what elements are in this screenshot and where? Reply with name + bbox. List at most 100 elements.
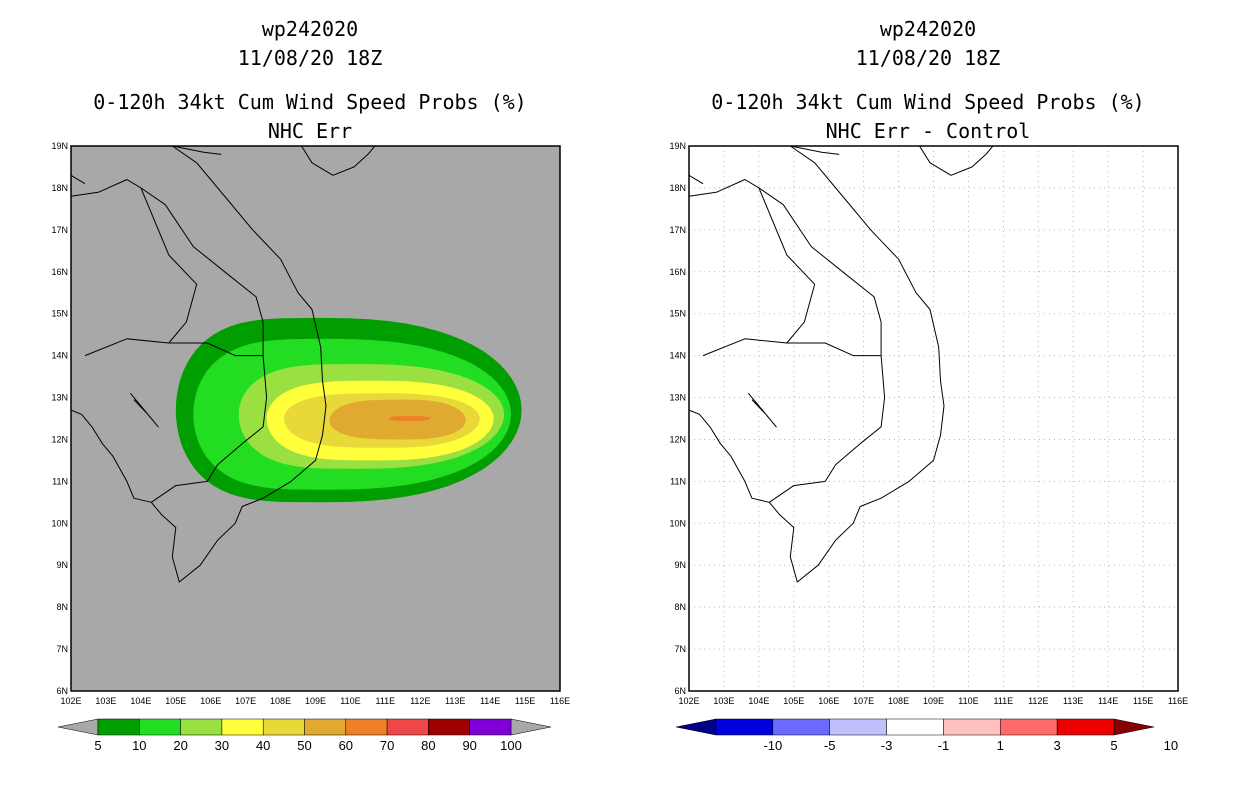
colorbar-label-1-4: 1 (997, 738, 1004, 753)
colorbar-label-1-6: 5 (1110, 738, 1117, 753)
x-tick-label-1-3: 105E (783, 696, 804, 706)
y-tick-label-1-8: 14N (669, 351, 686, 361)
x-tick-label-1-13: 115E (1133, 696, 1153, 706)
y-tick-label-1-12: 18N (669, 183, 686, 193)
x-tick-label-1-0: 102E (678, 696, 699, 706)
colorbar-label-1-7: 10 (1164, 738, 1178, 753)
colorbar-label-0-6: 60 (339, 738, 353, 753)
colorbar-under-triangle-1 (676, 719, 716, 735)
x-tick-label-1-7: 109E (923, 696, 944, 706)
x-tick-label-1-8: 110E (958, 696, 978, 706)
x-tick-label-1-14: 116E (1168, 696, 1188, 706)
x-tick-label-0-12: 114E (480, 696, 500, 706)
x-tick-label-0-7: 109E (305, 696, 326, 706)
colorbar-swatch-0-6 (346, 719, 387, 735)
x-tick-label-1-5: 107E (853, 696, 874, 706)
x-tick-label-0-3: 105E (165, 696, 186, 706)
colorbar-swatch-0-4 (263, 719, 304, 735)
y-tick-label-1-2: 8N (674, 602, 686, 612)
x-tick-label-0-10: 112E (410, 696, 430, 706)
prob-contour-60 (389, 416, 431, 421)
colorbar-swatch-1-2 (830, 719, 887, 735)
x-tick-label-0-14: 116E (550, 696, 570, 706)
y-tick-label-0-11: 17N (51, 225, 68, 235)
y-tick-label-1-0: 6N (674, 686, 686, 696)
y-tick-label-1-6: 12N (669, 434, 686, 444)
colorbar-swatch-0-1 (139, 719, 180, 735)
colorbar-swatch-0-3 (222, 719, 263, 735)
y-tick-label-0-4: 10N (51, 518, 68, 528)
colorbar-label-0-9: 90 (462, 738, 476, 753)
colorbar-under-triangle-0 (58, 719, 98, 735)
x-tick-label-0-6: 108E (270, 696, 291, 706)
colorbar-label-0-1: 10 (132, 738, 146, 753)
y-tick-label-0-9: 15N (51, 309, 68, 319)
x-tick-label-0-4: 106E (200, 696, 221, 706)
colorbar-label-0-5: 50 (297, 738, 311, 753)
colorbar-label-1-0: -10 (763, 738, 782, 753)
x-tick-label-1-6: 108E (888, 696, 909, 706)
colorbar-over-triangle-1 (1114, 719, 1154, 735)
x-tick-label-0-11: 113E (445, 696, 465, 706)
x-tick-label-1-9: 111E (994, 696, 1014, 706)
x-tick-label-0-5: 107E (235, 696, 256, 706)
colorbar-label-1-2: -3 (881, 738, 893, 753)
x-tick-label-0-1: 103E (95, 696, 116, 706)
y-tick-label-1-3: 9N (674, 560, 686, 570)
map-background-1 (689, 146, 1178, 691)
y-tick-label-1-11: 17N (669, 225, 686, 235)
y-tick-label-0-1: 7N (56, 644, 68, 654)
colorbar-label-1-3: -1 (938, 738, 950, 753)
x-tick-label-0-0: 102E (60, 696, 81, 706)
colorbar-swatch-0-9 (470, 719, 511, 735)
y-tick-label-1-5: 11N (670, 476, 686, 486)
colorbar-label-0-8: 80 (421, 738, 435, 753)
x-tick-label-0-2: 104E (130, 696, 151, 706)
colorbar-swatch-1-1 (773, 719, 830, 735)
x-tick-label-1-11: 113E (1063, 696, 1083, 706)
colorbar-swatch-0-5 (305, 719, 346, 735)
y-tick-label-0-6: 12N (51, 434, 68, 444)
colorbar-swatch-0-2 (181, 719, 222, 735)
y-tick-label-0-8: 14N (51, 351, 68, 361)
colorbar-swatch-1-0 (716, 719, 773, 735)
colorbar-swatch-0-7 (387, 719, 428, 735)
colorbar-swatch-0-0 (98, 719, 139, 735)
y-tick-label-1-1: 7N (674, 644, 686, 654)
x-tick-label-0-13: 115E (515, 696, 535, 706)
colorbar-swatch-0-8 (428, 719, 469, 735)
colorbar-label-0-7: 70 (380, 738, 394, 753)
x-tick-label-0-8: 110E (340, 696, 360, 706)
x-tick-label-1-12: 114E (1098, 696, 1118, 706)
x-tick-label-1-1: 103E (713, 696, 734, 706)
y-tick-label-0-10: 16N (51, 267, 68, 277)
y-tick-label-1-10: 16N (669, 267, 686, 277)
figure: 102E 103E 104E 105E 106E 107E 108E 109E 110E 111E… (0, 0, 1236, 800)
colorbar-swatch-1-6 (1057, 719, 1114, 735)
x-tick-label-1-10: 112E (1028, 696, 1048, 706)
colorbar-label-0-2: 20 (173, 738, 187, 753)
colorbar-label-1-5: 3 (1054, 738, 1061, 753)
y-tick-label-0-7: 13N (51, 393, 68, 403)
x-tick-label-0-9: 111E (376, 696, 396, 706)
x-tick-label-1-4: 106E (818, 696, 839, 706)
colorbar-label-0-4: 40 (256, 738, 270, 753)
y-tick-label-1-7: 13N (669, 393, 686, 403)
colorbar-label-0-0: 5 (94, 738, 101, 753)
x-tick-label-1-2: 104E (748, 696, 769, 706)
y-tick-label-0-3: 9N (56, 560, 68, 570)
colorbar-label-1-1: -5 (824, 738, 836, 753)
y-tick-label-0-2: 8N (56, 602, 68, 612)
colorbar-swatch-1-4 (943, 719, 1000, 735)
y-tick-label-1-13: 19N (669, 141, 686, 151)
y-tick-label-0-12: 18N (51, 183, 68, 193)
colorbar-swatch-1-5 (1000, 719, 1057, 735)
colorbar-label-0-3: 30 (215, 738, 229, 753)
y-tick-label-1-9: 15N (669, 309, 686, 319)
colorbar-label-0-10: 100 (500, 738, 522, 753)
y-tick-label-0-13: 19N (51, 141, 68, 151)
y-tick-label-0-5: 11N (52, 476, 68, 486)
y-tick-label-1-4: 10N (669, 518, 686, 528)
colorbar-over-triangle-0 (511, 719, 551, 735)
colorbar-swatch-1-3 (887, 719, 944, 735)
